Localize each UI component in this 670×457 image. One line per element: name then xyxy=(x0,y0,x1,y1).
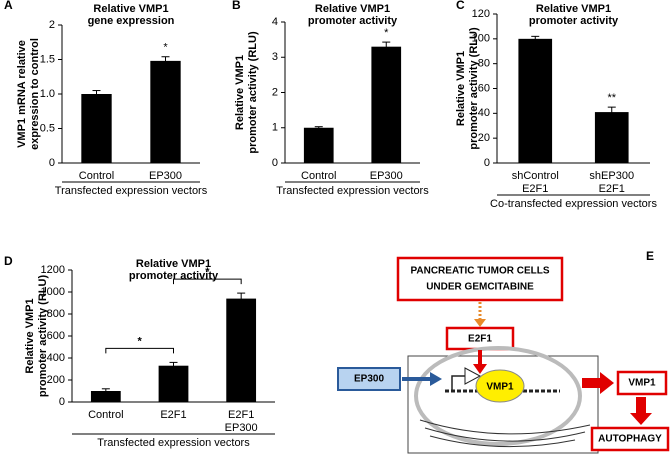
significance-label: * xyxy=(384,27,389,39)
chart-title: gene expression xyxy=(88,15,175,27)
node-box xyxy=(396,256,564,302)
arrow-head xyxy=(474,319,486,327)
nucleus xyxy=(414,346,582,446)
arrow-head xyxy=(430,372,442,386)
chart-title: Relative VMP1 xyxy=(315,3,390,15)
chart-title: Relative VMP1 xyxy=(93,3,168,15)
node-label: VMP1 xyxy=(628,378,656,389)
bar xyxy=(158,365,189,402)
significance-bracket xyxy=(173,278,242,285)
y-axis-label: Relative VMP1 xyxy=(24,298,36,373)
bar xyxy=(518,38,553,164)
node-box xyxy=(590,426,670,452)
y-tick-label: 0.5 xyxy=(40,122,55,134)
y-tick-label: 200 xyxy=(47,374,65,386)
y-tick-label: 2 xyxy=(49,19,55,31)
bar xyxy=(150,60,181,163)
y-tick-label: 120 xyxy=(472,8,490,20)
x-tick-label: Control xyxy=(88,409,123,421)
y-axis-label: promoter activity (RLU) xyxy=(247,31,259,154)
y-tick-label: 3 xyxy=(272,51,278,63)
bar xyxy=(226,298,257,402)
gene xyxy=(475,369,525,403)
y-tick-label: 800 xyxy=(47,308,65,320)
y-tick-label: 0 xyxy=(59,396,65,408)
x-axis-label: Co-transfected expression vectors xyxy=(490,198,657,210)
panel-letter: E xyxy=(646,249,654,263)
y-tick-label: 0 xyxy=(272,157,278,169)
node-label: AUTOPHAGY xyxy=(598,434,662,445)
x-tick-label: E2F1 xyxy=(522,183,548,195)
significance-label: * xyxy=(163,42,168,54)
y-tick-label: 2 xyxy=(272,86,278,98)
x-tick-label: E2F1 xyxy=(160,409,186,421)
x-tick-label: shEP300 xyxy=(589,170,634,182)
x-axis-label: Transfected expression vectors xyxy=(55,185,208,197)
x-tick-label: Control xyxy=(79,170,114,182)
chart-title: Relative VMP1 xyxy=(136,258,211,270)
y-tick-label: 0 xyxy=(484,157,490,169)
promoter-arrow xyxy=(464,367,482,385)
y-tick-label: 1200 xyxy=(41,264,65,276)
y-axis-label: promoter activity (RLU) xyxy=(37,275,49,398)
panel-letter: D xyxy=(4,254,13,268)
node-label: VMP1 xyxy=(486,382,514,393)
significance-label: ** xyxy=(607,92,616,104)
x-tick-label: E2F1 xyxy=(599,183,625,195)
y-tick-label: 60 xyxy=(478,82,490,94)
y-tick-label: 0 xyxy=(49,157,55,169)
panel-letter: B xyxy=(232,0,241,12)
chart-title: promoter activity xyxy=(308,15,398,27)
promoter xyxy=(451,375,465,391)
x-tick-label: EP300 xyxy=(370,170,403,182)
bar xyxy=(81,94,112,163)
node-label: E2F1 xyxy=(468,334,492,345)
y-tick-label: 600 xyxy=(47,330,65,342)
bar xyxy=(594,112,629,163)
y-axis-label: expression to control xyxy=(29,38,41,150)
y-tick-label: 40 xyxy=(478,107,490,119)
y-tick-label: 1000 xyxy=(41,286,65,298)
membranes xyxy=(419,419,591,448)
y-tick-label: 1 xyxy=(272,122,278,134)
panel-letter: A xyxy=(4,0,13,12)
significance-label: * xyxy=(205,266,210,278)
node-label: UNDER GEMCITABINE xyxy=(426,282,534,293)
node-label: EP300 xyxy=(354,374,384,385)
y-tick-label: 20 xyxy=(478,132,490,144)
y-tick-label: 1.5 xyxy=(40,53,55,65)
node-box xyxy=(337,367,401,391)
x-tick-label: EP300 xyxy=(225,422,258,434)
panel-e: E PANCREATIC TUMOR CELLS UNDER GEMCITABI… xyxy=(337,249,670,454)
chart-title: promoter activity xyxy=(529,15,619,27)
y-axis-label: Relative VMP1 xyxy=(234,55,246,130)
bar xyxy=(371,46,402,163)
significance-bracket xyxy=(105,347,174,354)
panel-letter: C xyxy=(456,0,465,12)
y-tick-label: 400 xyxy=(47,352,65,364)
y-axis-label: VMP1 mRNA relative xyxy=(16,40,28,148)
x-axis-label: Transfected expression vectors xyxy=(276,185,429,197)
bar xyxy=(90,391,121,402)
chart-title: Relative VMP1 xyxy=(536,3,611,15)
y-tick-label: 1.0 xyxy=(40,88,55,100)
x-tick-label: Control xyxy=(301,170,336,182)
x-tick-label: EP300 xyxy=(149,170,182,182)
y-axis-label: promoter activity (RLU) xyxy=(468,27,480,150)
arrow xyxy=(582,372,614,394)
y-tick-label: 100 xyxy=(472,33,490,45)
y-tick-label: 80 xyxy=(478,58,490,70)
x-tick-label: shControl xyxy=(512,170,559,182)
significance-label: * xyxy=(138,335,143,347)
arrow-head xyxy=(473,364,487,374)
x-axis-label: Transfected expression vectors xyxy=(97,437,250,449)
node-box xyxy=(616,370,668,396)
x-tick-label: E2F1 xyxy=(228,409,254,421)
y-tick-label: 4 xyxy=(272,16,278,28)
bar xyxy=(303,127,334,163)
y-axis-label: Relative VMP1 xyxy=(455,51,467,126)
node-label: PANCREATIC TUMOR CELLS xyxy=(410,266,549,277)
arrow xyxy=(630,397,652,425)
